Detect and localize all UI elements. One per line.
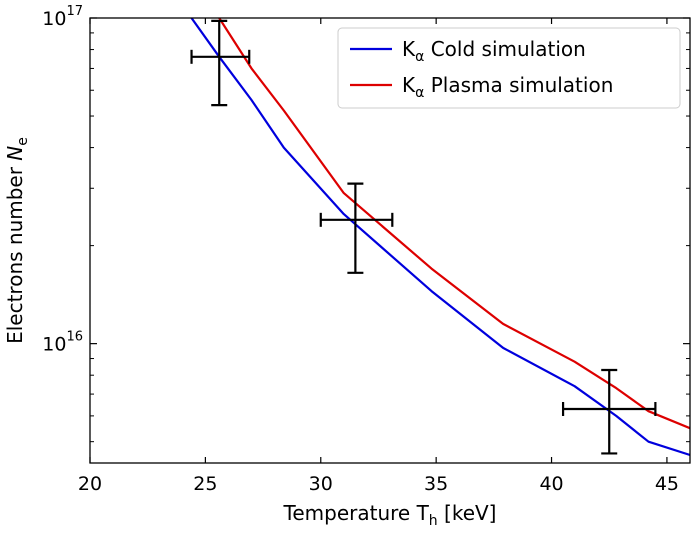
y-tick-label: 1016 [42, 330, 83, 356]
plot-frame [89, 17, 691, 464]
x-tick-label: 45 [655, 473, 679, 495]
x-axis-label: Temperature Th [keV] [283, 501, 497, 529]
x-tick-label: 20 [78, 473, 102, 495]
series-line-0 [190, 18, 690, 457]
legend-label-prefix: K [402, 37, 416, 61]
y-axis-label: Electrons number Ne [3, 137, 31, 344]
y-tick-base: 10 [42, 8, 66, 30]
y-axis-label-variable: N [3, 146, 27, 161]
x-tick-label: 25 [193, 473, 217, 495]
errorbar-2 [561, 368, 657, 455]
legend-label-1: Kα Plasma simulation [402, 73, 613, 101]
x-axis-label-subscript: h [429, 513, 438, 529]
errorbar-1 [319, 182, 394, 274]
x-axis-label-unit: [keV] [444, 501, 496, 525]
errorbar-0 [190, 19, 251, 107]
legend-label-prefix: K [402, 73, 416, 97]
legend-label-text: Cold simulation [424, 37, 585, 61]
x-tick-label: 30 [309, 473, 333, 495]
y-axis-label-text: Electrons number [3, 161, 27, 344]
x-tick-label: 35 [424, 473, 448, 495]
legend-box [337, 27, 681, 109]
legend-label-0: Kα Cold simulation [402, 37, 586, 65]
y-tick-label: 1017 [42, 4, 83, 30]
y-axis-label-subscript: e [15, 137, 31, 146]
legend-label-text: Plasma simulation [424, 73, 613, 97]
y-tick-exponent: 16 [66, 330, 83, 345]
x-axis-label-text: Temperature T [283, 501, 430, 525]
y-tick-exponent: 17 [66, 4, 83, 19]
legend-label-subscript: α [415, 85, 424, 101]
legend-label-subscript: α [415, 49, 424, 65]
y-tick-base: 10 [42, 334, 66, 356]
x-tick-label: 40 [539, 473, 563, 495]
series-line-1 [218, 18, 690, 430]
